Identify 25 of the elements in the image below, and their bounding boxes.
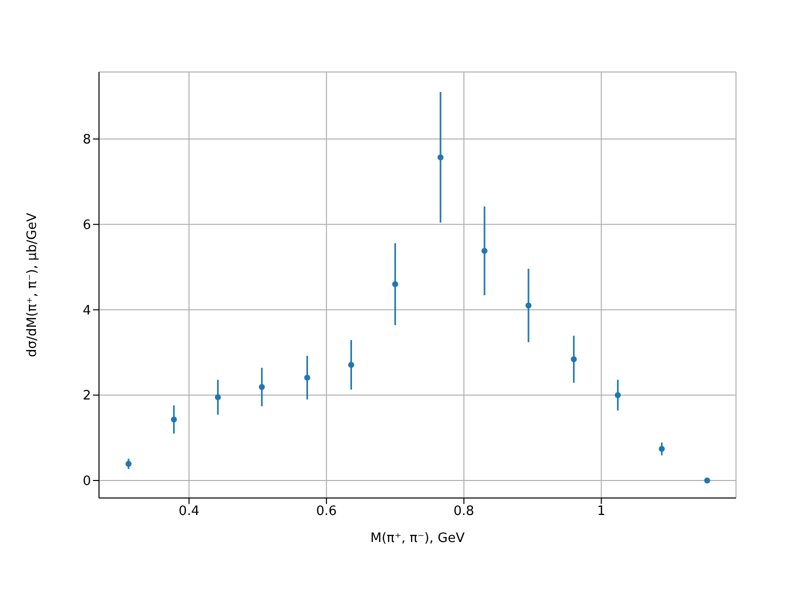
x-tick-label: 0.8 xyxy=(454,504,474,520)
point xyxy=(258,384,265,390)
y-tick-label: 4 xyxy=(82,303,91,318)
point xyxy=(482,248,488,254)
point xyxy=(438,154,444,160)
point xyxy=(214,394,221,400)
point xyxy=(170,416,177,422)
point xyxy=(658,446,665,452)
point xyxy=(525,302,532,308)
point xyxy=(570,356,577,362)
y-tick-label: 0 xyxy=(82,474,91,490)
point xyxy=(348,362,354,368)
x-axis-title: M(π⁺, π⁻), GeV xyxy=(370,531,465,546)
x-tick-label: 0.6 xyxy=(316,504,337,520)
y-axis-title: dσ/dM(π⁺, π⁻), μb/GeV xyxy=(25,212,40,358)
x-tick-label: 1 xyxy=(597,504,606,520)
point xyxy=(304,374,310,381)
y-tick-label: 2 xyxy=(82,388,91,404)
y-tick-label: 8 xyxy=(82,132,91,148)
x-tick-label: 0.4 xyxy=(178,504,200,520)
point xyxy=(126,460,132,467)
point xyxy=(704,478,710,484)
point xyxy=(614,392,621,398)
y-tick-label: 6 xyxy=(82,218,91,233)
point xyxy=(392,281,398,288)
